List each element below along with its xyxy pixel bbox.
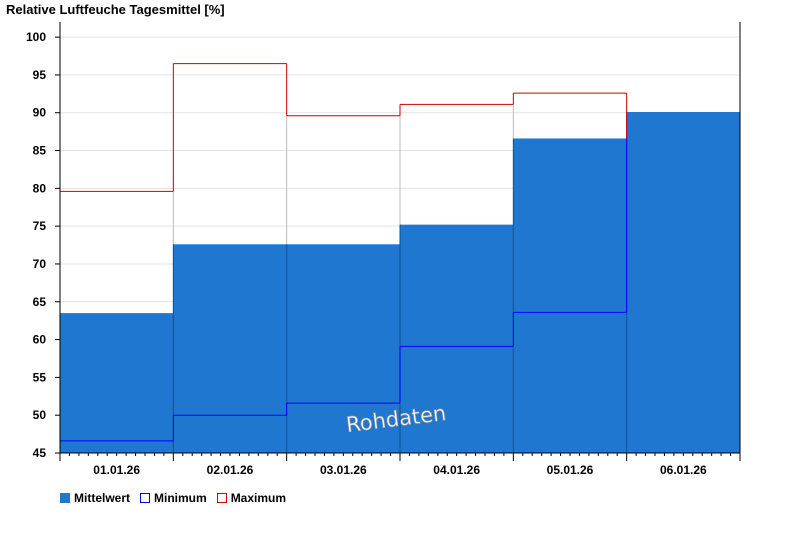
y-tick-label: 70 bbox=[33, 257, 47, 271]
y-tick-label: 50 bbox=[33, 408, 47, 422]
y-tick-label: 90 bbox=[33, 106, 47, 120]
legend-label-maximum: Maximum bbox=[230, 491, 287, 505]
legend-swatch-maximum bbox=[216, 493, 227, 503]
chart-title: Relative Luftfeuche Tagesmittel [%] bbox=[6, 2, 225, 17]
bar-mittelwert bbox=[513, 138, 627, 453]
y-tick-labels: 45 50 55 60 65 70 75 80 85 90 95 100 bbox=[26, 30, 46, 460]
y-tick-label: 55 bbox=[33, 370, 47, 384]
axes bbox=[55, 22, 741, 461]
y-tick-label: 75 bbox=[33, 219, 47, 233]
y-tick-label: 100 bbox=[26, 30, 46, 44]
bar-mittelwert bbox=[626, 111, 740, 453]
x-tick-label: 06.01.26 bbox=[660, 463, 707, 477]
x-tick-label: 02.01.26 bbox=[207, 463, 254, 477]
bar-mittelwert bbox=[173, 244, 287, 453]
legend-item-minimum: Minimum bbox=[140, 491, 207, 505]
mean-bars bbox=[60, 111, 740, 453]
x-tick-label: 01.01.26 bbox=[93, 463, 140, 477]
bar-mittelwert bbox=[286, 244, 400, 453]
x-tick-label: 03.01.26 bbox=[320, 463, 367, 477]
x-tick-label: 04.01.26 bbox=[433, 463, 480, 477]
y-tick-label: 85 bbox=[33, 144, 47, 158]
y-tick-label: 95 bbox=[33, 68, 47, 82]
legend-swatch-minimum bbox=[140, 493, 151, 503]
legend-item-maximum: Maximum bbox=[216, 491, 287, 505]
y-tick-label: 45 bbox=[33, 446, 47, 460]
legend-item-mean: Mittelwert bbox=[60, 491, 130, 505]
x-tick-label: 05.01.26 bbox=[547, 463, 594, 477]
legend-label-minimum: Minimum bbox=[154, 491, 207, 505]
y-tick-label: 60 bbox=[33, 333, 47, 347]
x-tick-labels: 01.01.26 02.01.26 03.01.26 04.01.26 05.01.26… bbox=[93, 463, 707, 477]
y-tick-label: 80 bbox=[33, 181, 47, 195]
legend-swatch-mean bbox=[60, 493, 70, 503]
bar-mittelwert bbox=[60, 313, 174, 453]
bar-mittelwert bbox=[400, 224, 514, 453]
legend: Mittelwert Minimum Maximum bbox=[60, 491, 286, 505]
legend-label-mean: Mittelwert bbox=[74, 491, 131, 505]
y-tick-label: 65 bbox=[33, 295, 47, 309]
